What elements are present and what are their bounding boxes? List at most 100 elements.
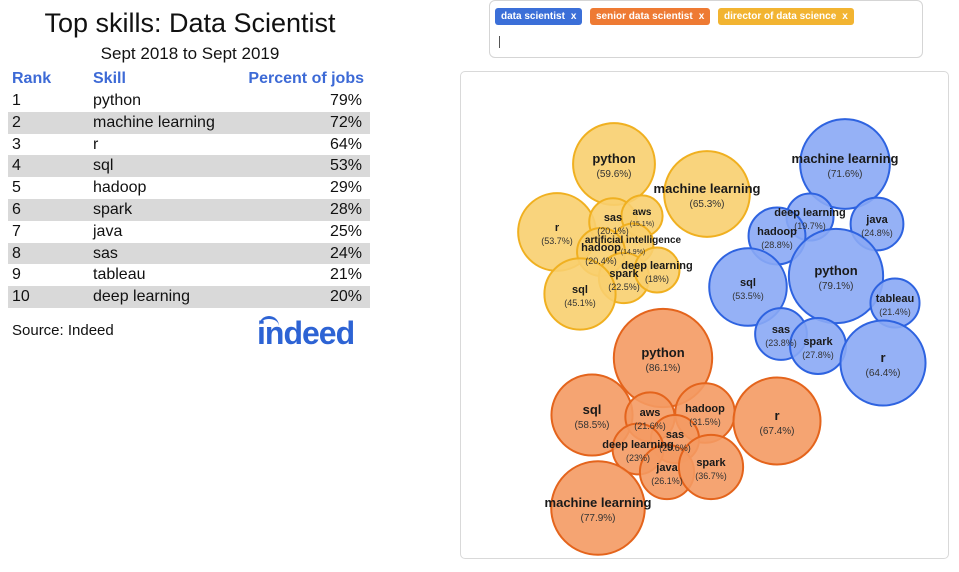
row-skill: machine learning — [93, 113, 215, 131]
table-row: 2 machine learning 72% — [8, 111, 370, 134]
row-skill: hadoop — [93, 179, 147, 197]
bubble-value: (18%) — [645, 274, 669, 284]
bubble-director-of-data-science-sql[interactable] — [543, 257, 617, 331]
bubble-chart: python (59.6%) machine learning (65.3%) r (53… — [517, 118, 927, 556]
indeed-logo: indeed — [257, 315, 355, 351]
bubble-value: (15.1%) — [630, 221, 655, 228]
search-tag-label: director of data science — [724, 11, 837, 22]
header-rank: Rank — [12, 70, 52, 87]
bubble-label: sas — [604, 212, 622, 224]
bubble-label: machine learning — [792, 151, 899, 166]
table-header: Rank Skill Percent of jobs — [0, 70, 380, 90]
bubble-value: (26.1%) — [651, 476, 683, 486]
remove-tag-icon[interactable]: x — [842, 11, 848, 22]
search-tag[interactable]: data scientist x — [495, 8, 583, 25]
source-note: Source: Indeed — [12, 322, 114, 339]
bubble-label: r — [880, 350, 885, 365]
bubble-value: (27.8%) — [802, 350, 834, 360]
bubble-director-of-data-science-deep-learning[interactable] — [633, 246, 681, 294]
bubble-label: python — [814, 263, 857, 278]
row-skill: deep learning — [93, 288, 190, 306]
skill-search-box[interactable]: data scientist x senior data scientist x dir… — [489, 0, 923, 58]
table-row: 10 deep learning 20% — [8, 286, 370, 308]
bubble-value: (21.6%) — [634, 421, 666, 431]
row-rank: 3 — [12, 135, 21, 153]
bubble-label: tableau — [876, 293, 915, 305]
row-skill: java — [93, 222, 123, 240]
skills-table-panel: Top skills: Data Scientist Sept 2018 to … — [0, 0, 380, 572]
bubble-chart-panel: python (59.6%) machine learning (65.3%) r (53… — [460, 71, 949, 559]
bubble-label: r — [555, 222, 560, 234]
bubble-label: spark — [696, 457, 726, 469]
search-tag-label: data scientist — [501, 11, 565, 22]
bubble-data-scientist-r[interactable] — [839, 319, 927, 407]
bubble-value: (14.9%) — [621, 249, 646, 256]
header-percent: Percent of jobs — [248, 70, 364, 87]
row-rank: 4 — [12, 157, 21, 175]
table-subtitle: Sept 2018 to Sept 2019 — [100, 44, 280, 63]
bubble-value: (20.4%) — [585, 256, 617, 266]
bubble-value: (59.6%) — [596, 169, 631, 180]
table-row: 7 java 25% — [8, 221, 370, 243]
bubble-data-scientist-python[interactable] — [787, 227, 885, 325]
row-percent: 25% — [329, 222, 362, 240]
bubble-value: (36.7%) — [695, 471, 727, 481]
table-row: 4 sql 53% — [8, 155, 370, 178]
bubble-senior-data-scientist-machine-learning[interactable] — [550, 460, 646, 556]
bubble-value: (21.4%) — [879, 307, 911, 317]
remove-tag-icon[interactable]: x — [698, 11, 705, 22]
row-percent: 24% — [329, 244, 362, 262]
bubble-value: (28.8%) — [761, 240, 793, 250]
row-percent: 79% — [329, 92, 362, 109]
table-row: 8 sas 24% — [8, 242, 370, 265]
bubble-label: spark — [803, 336, 833, 348]
row-skill: tableau — [93, 266, 146, 284]
bubble-label: python — [641, 345, 684, 360]
bubble-label: deep learning — [774, 207, 846, 219]
bubble-label: sql — [572, 284, 588, 296]
bubble-value: (53.5%) — [732, 291, 764, 301]
bubble-label: hadoop — [757, 226, 797, 238]
row-percent: 20% — [329, 288, 362, 306]
table-title: Top skills: Data Scientist — [44, 8, 336, 38]
row-skill: sql — [93, 157, 114, 175]
bubble-value: (19.7%) — [794, 221, 826, 231]
table-row: 9 tableau 21% — [8, 264, 370, 286]
bubble-value: (22.5%) — [608, 282, 640, 292]
bubble-label: sql — [583, 402, 602, 417]
bubble-label: hadoop — [685, 403, 725, 415]
bubble-label: artificial intelligence — [585, 235, 682, 246]
row-skill: spark — [93, 200, 133, 218]
remove-tag-icon[interactable]: x — [570, 11, 577, 22]
bubble-value: (20.6%) — [659, 443, 691, 453]
row-percent: 72% — [329, 113, 362, 131]
row-percent: 53% — [329, 157, 362, 175]
row-rank: 6 — [12, 200, 21, 218]
bubble-label: aws — [640, 407, 661, 419]
bubble-senior-data-scientist-spark[interactable] — [677, 433, 745, 501]
bubble-data-scientist-machine-learning[interactable] — [799, 118, 891, 210]
row-rank: 1 — [12, 92, 21, 109]
bubble-label: r — [774, 408, 779, 423]
bubble-label: aws — [633, 207, 652, 218]
row-rank: 10 — [12, 288, 30, 306]
bubble-label: sas — [772, 324, 790, 336]
search-tag[interactable]: director of data science x — [718, 8, 854, 25]
text-cursor — [499, 36, 500, 48]
search-tag[interactable]: senior data scientist x — [590, 8, 711, 25]
bubble-value: (53.7%) — [541, 236, 573, 246]
bubble-value: (71.6%) — [827, 169, 862, 180]
bubble-value: (20.1%) — [597, 226, 629, 236]
bubble-data-scientist-sql[interactable] — [708, 247, 788, 327]
bubble-senior-data-scientist-r[interactable] — [732, 376, 822, 466]
row-percent: 64% — [329, 135, 362, 153]
bubble-value: (23%) — [626, 453, 650, 463]
bubble-director-of-data-science-machine-learning[interactable] — [663, 150, 751, 238]
row-percent: 28% — [329, 200, 362, 218]
header-skill: Skill — [93, 70, 126, 87]
bubble-value: (24.8%) — [861, 228, 893, 238]
table-row: 5 hadoop 29% — [8, 177, 370, 199]
row-rank: 5 — [12, 179, 21, 197]
row-percent: 21% — [329, 266, 362, 284]
bubble-label: java — [865, 214, 888, 226]
